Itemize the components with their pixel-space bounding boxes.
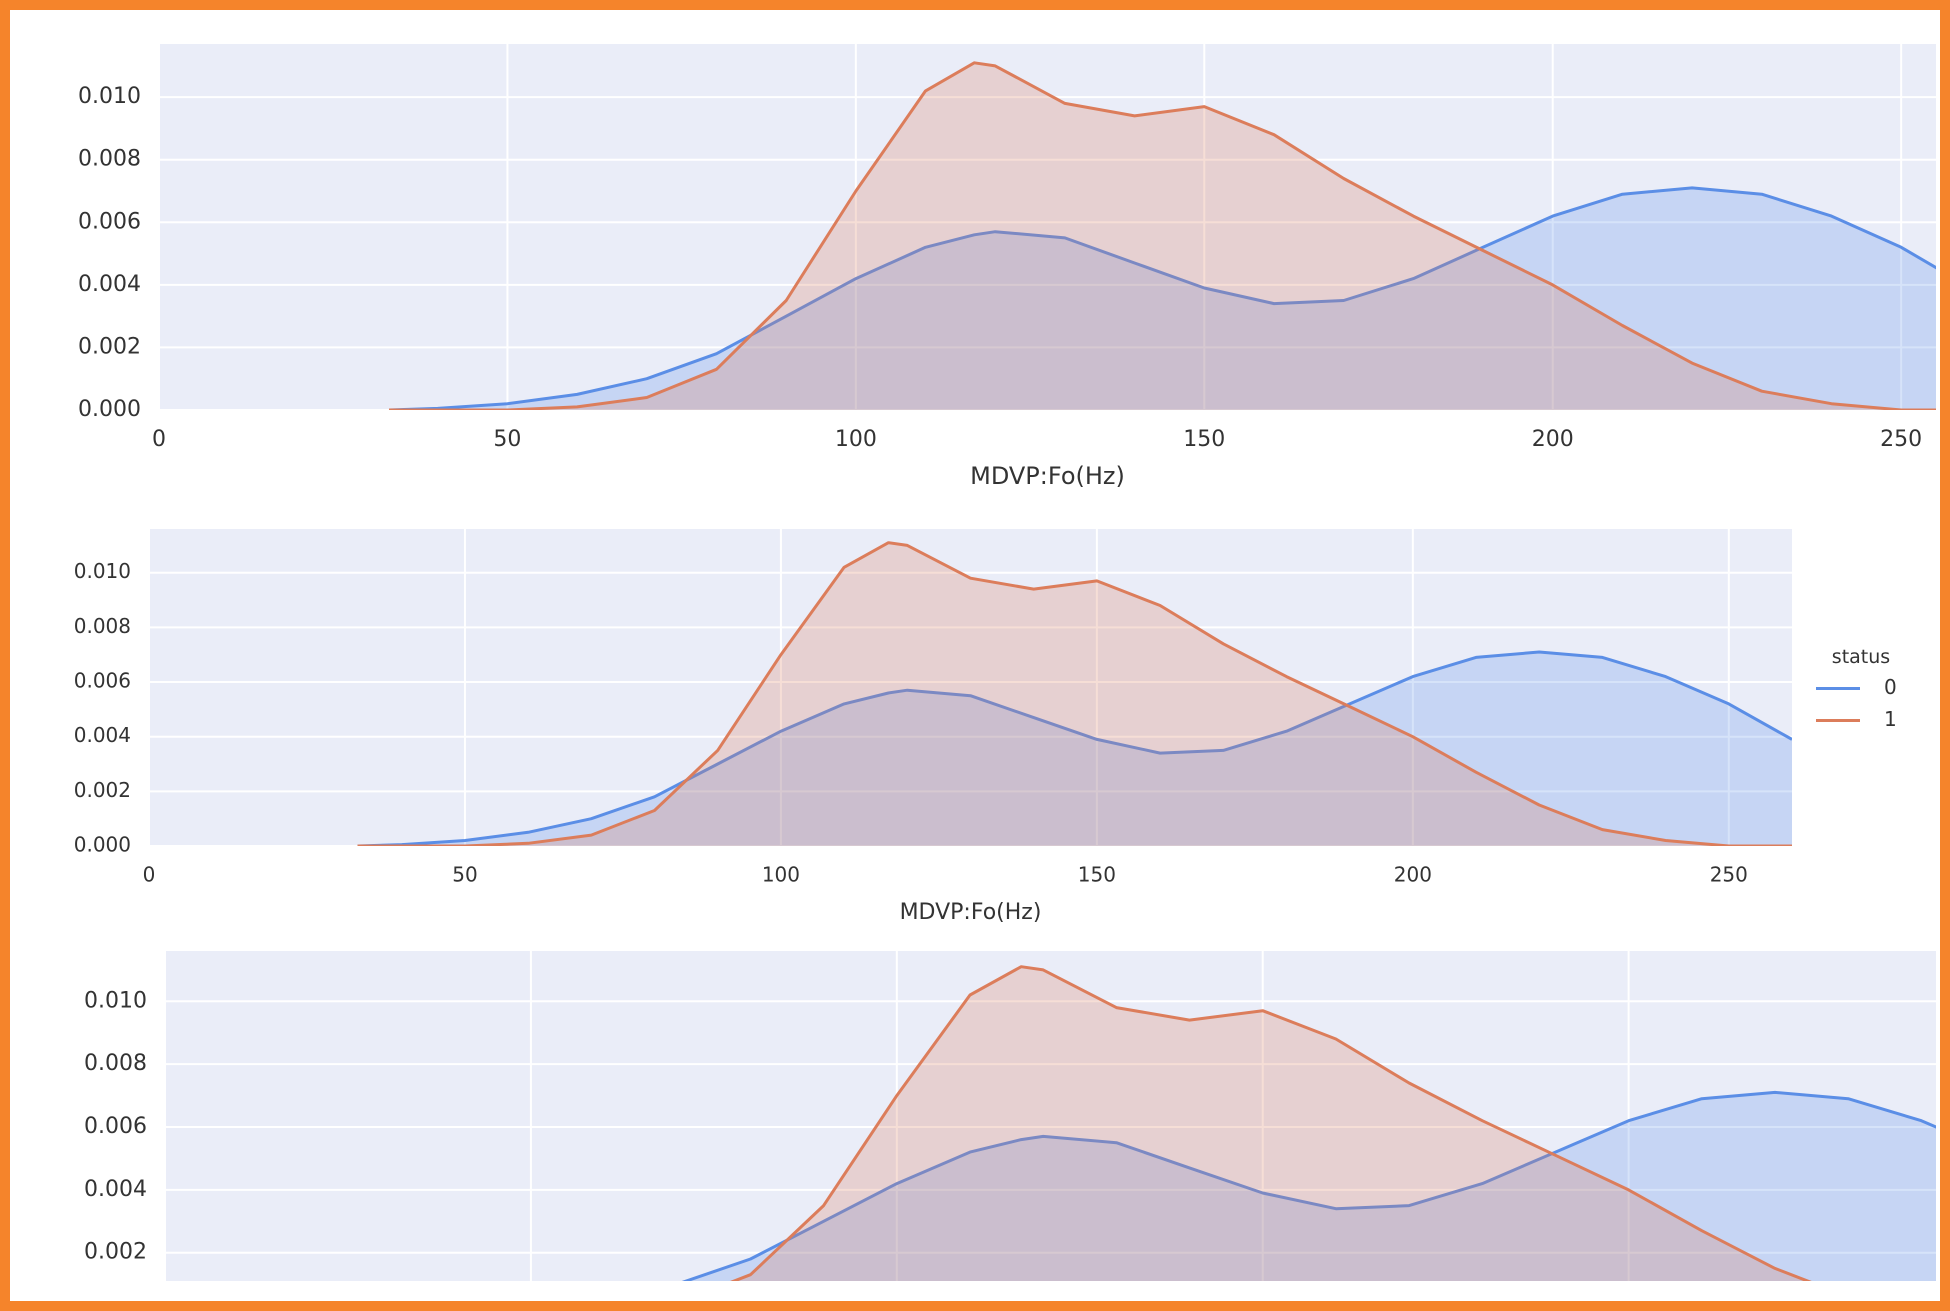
chart: 0.000 0.002 0.004 0.006 0.008 0.010 0 50 100 150 2…: [74, 529, 1897, 925]
x-tick-label: 250: [1880, 427, 1922, 452]
x-tick-label: 100: [835, 427, 877, 452]
y-tick-label: 0.006: [74, 669, 131, 693]
density-line: [357, 650, 1792, 846]
y-tick-label: 0.010: [84, 988, 147, 1013]
y-tick-label: 0.008: [74, 614, 131, 638]
y-tick-label: 0.000: [78, 397, 141, 422]
x-tick-label: 0: [143, 863, 156, 887]
y-tick-label: 0.002: [84, 1240, 147, 1265]
density-line: [730, 965, 1812, 1281]
y-tick-label: 0.008: [78, 147, 141, 172]
density-area: [357, 652, 1792, 846]
y-tick-label: 0.006: [84, 1114, 147, 1139]
x-axis-label: MDVP:Fo(Hz): [970, 462, 1125, 490]
y-tick-label: 0.008: [84, 1051, 147, 1076]
y-tick-label: 0.010: [78, 84, 141, 109]
density-area: [389, 62, 1936, 410]
x-tick-label: 100: [762, 863, 800, 887]
y-tick-label: 0.004: [78, 272, 141, 297]
y-tick-label: 0.010: [74, 559, 131, 583]
x-tick-label: 200: [1394, 863, 1432, 887]
legend-title: status: [1832, 646, 1890, 668]
density-area: [406, 966, 1936, 1281]
legend-label: 0: [1884, 675, 1897, 699]
plot: [357, 541, 1792, 846]
y-tick-label: 0.004: [84, 1177, 147, 1202]
density-line: [681, 1090, 1936, 1281]
density-area: [389, 187, 1936, 410]
chart: 0.002 0.004 0.006 0.008 0.010: [84, 951, 1936, 1281]
chart: 0.000 0.002 0.004 0.006 0.008 0.010 0 50 100 150 2…: [78, 44, 1936, 490]
density-line: [388, 186, 1936, 410]
density-line: [389, 61, 1936, 410]
y-tick-label: 0.002: [78, 334, 141, 359]
x-axis-label: MDVP:Fo(Hz): [900, 900, 1042, 925]
y-tick-label: 0.004: [74, 723, 131, 747]
plot-area: [159, 44, 1936, 410]
x-tick-label: 50: [493, 427, 521, 452]
plot: [388, 61, 1936, 410]
x-tick-label: 0: [152, 427, 166, 452]
plot: [406, 965, 1936, 1281]
density-area: [406, 1092, 1936, 1281]
y-tick-label: 0.006: [78, 209, 141, 234]
density-area: [357, 542, 1792, 846]
legend-label: 1: [1884, 707, 1897, 731]
x-tick-label: 150: [1078, 863, 1116, 887]
density-line: [357, 541, 1792, 846]
x-tick-label: 150: [1183, 427, 1225, 452]
x-tick-label: 200: [1532, 427, 1574, 452]
x-tick-label: 50: [452, 863, 477, 887]
y-tick-label: 0.002: [74, 778, 131, 802]
x-tick-label: 250: [1710, 863, 1748, 887]
y-tick-label: 0.000: [74, 833, 131, 857]
